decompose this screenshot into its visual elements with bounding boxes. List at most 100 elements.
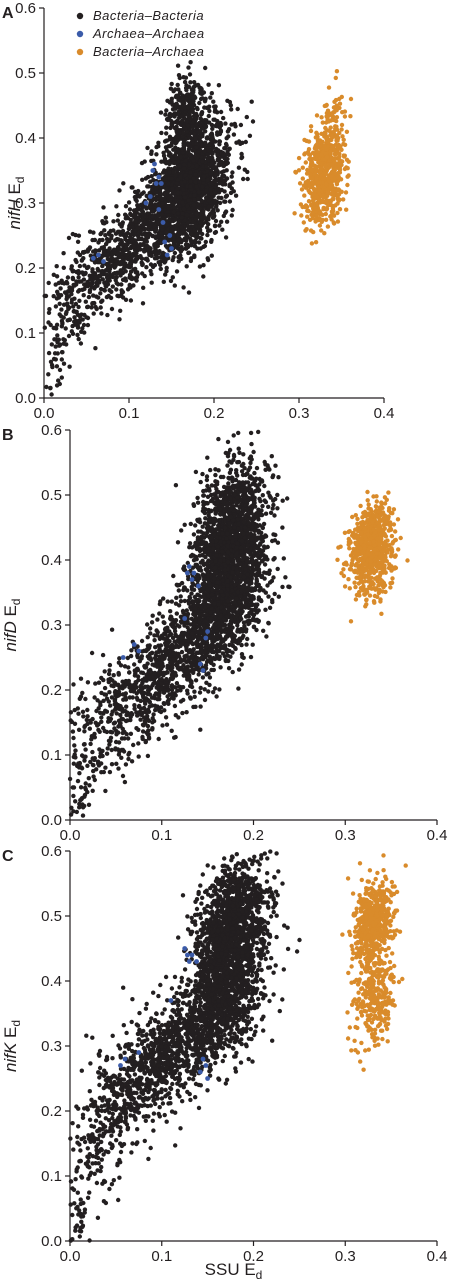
data-point: [67, 317, 73, 322]
data-point: [273, 463, 278, 468]
data-point: [218, 120, 223, 126]
data-point: [199, 112, 204, 117]
data-point: [241, 531, 246, 537]
data-point: [334, 136, 339, 141]
data-point: [188, 80, 193, 85]
data-point: [111, 247, 117, 252]
data-point: [185, 105, 191, 110]
data-point: [156, 174, 162, 180]
data-point: [333, 97, 339, 103]
data-point: [195, 500, 201, 505]
data-point: [97, 274, 103, 279]
data-point: [161, 279, 166, 284]
data-point: [58, 293, 64, 298]
data-point: [91, 230, 96, 235]
data-point: [208, 181, 213, 186]
data-point: [266, 490, 271, 495]
data-point: [202, 105, 207, 110]
panel-letter: A: [2, 5, 14, 22]
data-point: [158, 110, 164, 115]
data-point: [301, 220, 306, 225]
data-point: [70, 275, 76, 281]
data-point: [211, 519, 217, 524]
data-point: [230, 207, 235, 213]
data-point: [211, 492, 216, 497]
data-point: [132, 194, 138, 200]
data-point: [305, 170, 310, 176]
data-point: [103, 233, 108, 238]
data-point: [174, 93, 179, 99]
data-point: [120, 228, 126, 234]
data-point: [216, 436, 221, 442]
data-point: [121, 181, 126, 186]
data-point: [342, 114, 348, 119]
data-point: [174, 127, 179, 132]
data-point: [77, 263, 83, 269]
data-point: [194, 141, 199, 146]
data-point: [96, 252, 101, 258]
data-point: [319, 115, 324, 120]
data-point: [132, 212, 137, 218]
data-point: [235, 517, 241, 522]
data-point: [319, 166, 324, 171]
data-point: [181, 166, 187, 171]
data-point: [194, 145, 199, 150]
data-point: [128, 211, 133, 217]
data-point: [320, 212, 325, 217]
data-point: [242, 466, 247, 471]
data-point: [188, 521, 193, 527]
data-point: [105, 252, 111, 258]
data-point: [144, 265, 149, 270]
data-point: [209, 134, 214, 140]
data-point: [238, 511, 243, 517]
data-point: [54, 274, 60, 279]
data-point: [260, 503, 265, 509]
data-point: [312, 146, 318, 151]
data-point: [244, 114, 249, 120]
data-point: [330, 190, 336, 195]
data-point: [127, 272, 133, 278]
data-point: [134, 278, 139, 283]
data-point: [318, 140, 323, 145]
data-point: [79, 257, 85, 263]
data-point: [202, 149, 207, 154]
data-point: [323, 162, 328, 168]
data-point: [171, 209, 177, 215]
data-point: [193, 136, 198, 141]
data-point: [101, 220, 106, 226]
data-point: [142, 273, 147, 279]
data-point: [119, 223, 124, 229]
data-point: [200, 159, 205, 164]
data-point: [244, 507, 250, 513]
data-point: [65, 275, 71, 280]
data-point: [216, 148, 221, 153]
y-axis-label: nifH Ed: [5, 177, 27, 230]
data-point: [226, 481, 231, 486]
data-point: [159, 130, 164, 136]
data-point: [205, 155, 211, 160]
data-point: [329, 209, 335, 214]
data-point: [236, 165, 242, 170]
data-point: [177, 231, 183, 236]
data-point: [329, 169, 335, 175]
data-point: [209, 122, 215, 128]
data-point: [147, 231, 153, 237]
data-point: [229, 174, 234, 179]
data-point: [132, 248, 138, 253]
data-point: [81, 322, 87, 328]
data-point: [46, 280, 51, 286]
data-point: [339, 94, 344, 100]
data-point: [52, 351, 58, 356]
data-point: [205, 455, 210, 460]
data-point: [147, 224, 152, 229]
data-point: [48, 385, 53, 391]
data-point: [176, 159, 181, 164]
data-point: [107, 278, 112, 283]
data-point: [140, 232, 145, 237]
data-point: [90, 269, 95, 274]
data-point: [236, 446, 241, 451]
data-point: [249, 476, 254, 481]
data-point: [126, 200, 132, 205]
data-point: [205, 177, 210, 183]
panel-B: 0.00.10.20.30.40.50.60.0 0.1 0.2 0.3 0.4Bnif…: [1, 422, 447, 844]
